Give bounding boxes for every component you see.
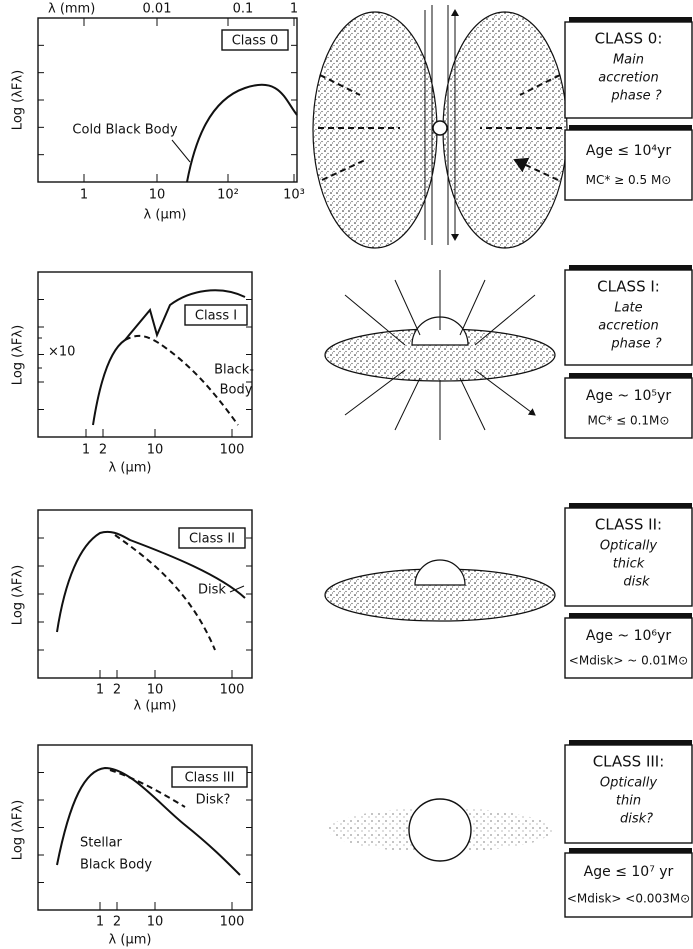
sed-dashed-curve (114, 534, 216, 651)
x-tick-label: 1 (96, 915, 104, 930)
mass: <Mdisk> <0.003M⊙ (567, 892, 690, 906)
y-axis-label: Log (λFλ) (11, 70, 26, 130)
mass: MC* ≥ 0.5 M⊙ (586, 173, 672, 187)
y-axis-label: Log (λFλ) (11, 325, 26, 385)
class-description: Main (613, 53, 644, 68)
box-shadow (569, 373, 692, 379)
x-tick-label: 2 (99, 443, 107, 458)
top-tick-label: 0.1 (233, 2, 254, 17)
x-tick-label: 100 (220, 683, 245, 698)
x-tick-label: 100 (220, 443, 245, 458)
curve-label: Body (220, 383, 253, 398)
class-label: Class II (189, 532, 235, 547)
age: Age ~ 10⁵yr (586, 388, 671, 404)
class-description: thick (613, 557, 645, 572)
age-box (564, 129, 693, 201)
class-title: CLASS 0: (595, 30, 663, 48)
pointer (171, 139, 191, 163)
sed-curve (56, 530, 246, 633)
class0-illustration (312, 5, 568, 249)
curve-label: Disk (198, 583, 226, 598)
x-tick-label: 100 (220, 915, 245, 930)
class3-illustration (328, 798, 552, 862)
class-description: accretion (598, 319, 659, 334)
class-description: thin (616, 794, 641, 809)
sed-dashed-curve (109, 769, 186, 808)
x-tick-label: 10² (217, 188, 239, 203)
class-label: Class I (195, 309, 237, 324)
x-tick-label: 10 (147, 915, 164, 930)
curve-label: Stellar (80, 836, 123, 851)
box-shadow (569, 740, 692, 746)
curve-label: Cold Black Body (72, 123, 177, 138)
x-axis-label: λ (µm) (134, 699, 177, 714)
class-label-box (221, 29, 289, 51)
x-axis-label: λ (µm) (109, 461, 152, 476)
age: Age ≤ 10⁴yr (586, 143, 671, 159)
class-description: phase ? (610, 337, 661, 352)
class-label-box (178, 527, 246, 549)
box-shadow (569, 125, 692, 131)
mass: <Mdisk> ~ 0.01M⊙ (569, 654, 688, 668)
x-axis-label: λ (µm) (144, 208, 187, 223)
class-description: disk (623, 575, 650, 590)
class-label-box (184, 304, 248, 326)
top-axis-label: λ (mm) (48, 2, 95, 17)
age-box (564, 852, 693, 918)
box-shadow (569, 17, 692, 23)
curve-label: Black Body (80, 858, 152, 873)
class-label-box (171, 766, 248, 788)
sed-curve (186, 83, 298, 183)
x-tick-label: 10³ (283, 188, 305, 203)
curve-label: ×10 (48, 345, 75, 360)
class1-illustration (324, 270, 556, 440)
class-description: disk? (620, 812, 653, 827)
x-tick-label: 2 (113, 683, 121, 698)
pointer (37, 337, 42, 369)
curve-label: Black- (214, 363, 254, 378)
age: Age ~ 10⁶yr (586, 628, 671, 644)
top-tick-label: 1 (290, 2, 298, 17)
class-description: Late (614, 301, 642, 316)
top-tick-label: 0.01 (143, 2, 172, 17)
box-shadow (569, 613, 692, 619)
class-box (564, 744, 693, 844)
mass: MC* ≤ 0.1M⊙ (588, 414, 670, 428)
class-title: CLASS III: (593, 753, 665, 771)
class-box (564, 21, 693, 119)
y-axis-label: Log (λFλ) (11, 800, 26, 860)
class-description: Optically (600, 776, 658, 791)
class-description: accretion (598, 71, 659, 86)
x-tick-label: 10 (149, 188, 166, 203)
class-box (564, 507, 693, 607)
pointer (229, 585, 245, 593)
sed-dashed-curve (124, 334, 239, 426)
x-tick-label: 1 (96, 683, 104, 698)
x-tick-label: 10 (147, 683, 164, 698)
box-shadow (569, 265, 692, 271)
class-label: Class 0 (232, 34, 279, 49)
class-title: CLASS I: (597, 278, 660, 296)
x-tick-label: 2 (113, 915, 121, 930)
class-title: CLASS II: (595, 516, 662, 534)
x-tick-label: 1 (82, 443, 90, 458)
x-axis-label: λ (µm) (109, 933, 152, 948)
age: Age ≤ 10⁷ yr (584, 864, 674, 880)
x-tick-label: 10 (147, 443, 164, 458)
y-axis-label: Log (λFλ) (11, 565, 26, 625)
age-box (564, 617, 693, 679)
box-shadow (569, 503, 692, 509)
class-box (564, 269, 693, 366)
age-box (564, 377, 693, 439)
sed-curve (56, 766, 241, 876)
sed-curve (92, 289, 246, 426)
class-description: Optically (600, 539, 658, 554)
curve-label: Disk? (196, 793, 231, 808)
class-label: Class III (185, 771, 235, 786)
box-shadow (569, 848, 692, 854)
class2-illustration (324, 559, 556, 622)
class-description: phase ? (610, 89, 661, 104)
x-tick-label: 1 (80, 188, 88, 203)
